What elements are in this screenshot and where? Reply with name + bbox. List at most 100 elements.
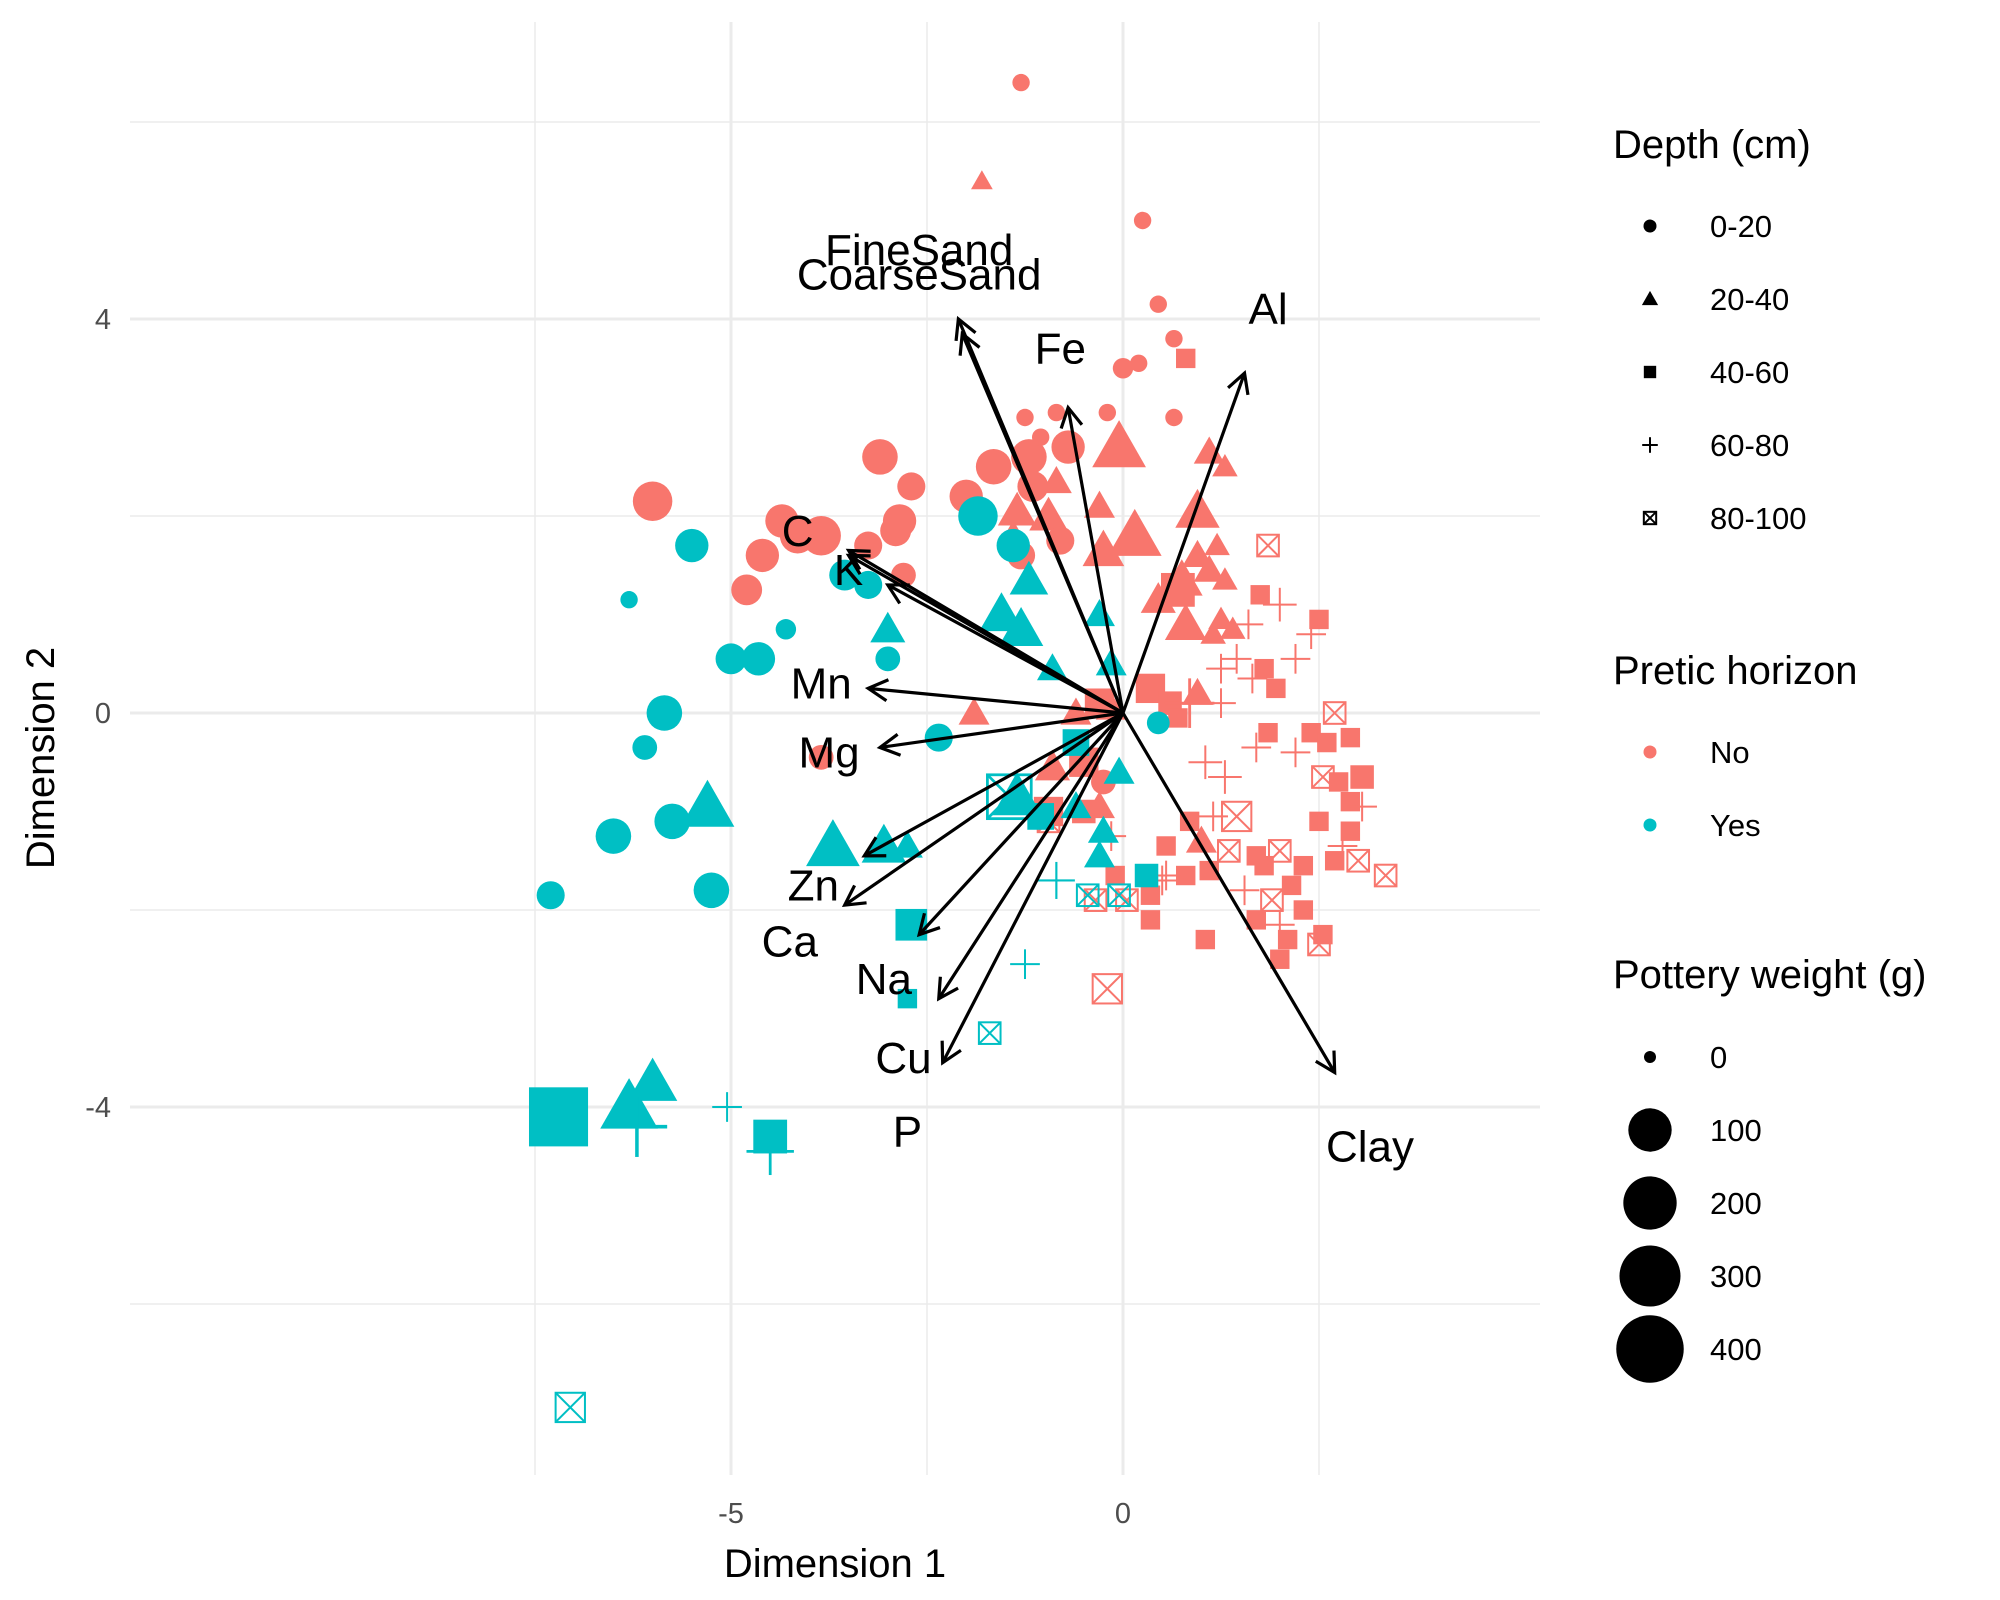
arrow-label-c: C xyxy=(782,507,814,556)
data-point-no xyxy=(891,562,916,588)
data-point-no xyxy=(1256,533,1280,558)
data-point-no xyxy=(801,515,841,556)
data-point-no xyxy=(1217,839,1241,863)
data-point-no xyxy=(1229,875,1260,906)
data-point-no xyxy=(1084,791,1115,819)
data-point-no xyxy=(1309,609,1329,630)
data-point-no xyxy=(1164,603,1207,640)
legend-key-circle xyxy=(1643,219,1657,233)
data-point-no xyxy=(731,574,763,606)
data-point-yes xyxy=(1084,840,1115,868)
legend-label: 80-100 xyxy=(1710,501,1807,536)
data-point-yes xyxy=(1084,599,1115,627)
legend-label: 300 xyxy=(1710,1259,1762,1294)
data-point-no xyxy=(1091,973,1123,1005)
data-point-yes xyxy=(654,803,690,840)
data-point-no xyxy=(1193,436,1225,464)
data-point-yes xyxy=(1036,653,1068,681)
data-point-yes xyxy=(715,643,747,675)
legend-label: 60-80 xyxy=(1710,428,1789,463)
data-point-yes xyxy=(1146,711,1170,735)
arrow-head-zn xyxy=(861,836,887,858)
data-point-no xyxy=(1373,863,1398,888)
data-point-no xyxy=(1250,585,1270,605)
data-point-yes xyxy=(875,646,901,672)
y-tick-label: -4 xyxy=(85,1092,111,1124)
legend-label: No xyxy=(1710,735,1750,770)
arrow-head-cu xyxy=(936,976,959,1002)
data-point-no xyxy=(1281,875,1302,896)
arrow-label-fe: Fe xyxy=(1035,325,1086,374)
data-point-no xyxy=(1346,848,1371,873)
arrow-line-k xyxy=(887,583,1124,715)
arrow-label-ca: Ca xyxy=(762,918,819,967)
data-point-no xyxy=(1293,855,1314,876)
data-point-no xyxy=(958,697,990,725)
arrow-head-mn xyxy=(864,678,890,703)
data-point-no xyxy=(632,481,673,521)
arrow-line-cu xyxy=(937,712,1125,1000)
data-point-yes xyxy=(998,607,1044,646)
data-point-yes xyxy=(977,1021,1002,1045)
data-point-yes xyxy=(1134,863,1159,888)
data-point-yes xyxy=(996,528,1030,563)
data-point-no xyxy=(1140,910,1161,930)
data-point-no xyxy=(1107,508,1162,556)
legend-label: Yes xyxy=(1710,808,1761,843)
data-point-no xyxy=(1031,428,1050,446)
grid-lines xyxy=(130,22,1540,1475)
data-point-yes xyxy=(897,988,918,1009)
data-point-no xyxy=(1176,348,1196,369)
data-point-no xyxy=(1309,811,1329,832)
data-point-yes xyxy=(870,611,906,643)
legend-key-triangle xyxy=(1641,290,1659,306)
data-point-no xyxy=(1133,211,1152,230)
data-point-no xyxy=(808,744,834,770)
points-layer xyxy=(528,73,1398,1424)
data-point-no xyxy=(1280,737,1311,768)
arrow-line-fe xyxy=(1066,407,1125,714)
data-point-no xyxy=(745,538,780,573)
data-point-no xyxy=(1208,606,1234,630)
data-point-yes xyxy=(632,735,658,760)
legend-key-size xyxy=(1623,1176,1677,1230)
data-point-no xyxy=(1322,701,1347,725)
arrow-label-cu: Cu xyxy=(875,1034,931,1083)
data-point-no xyxy=(1092,420,1146,468)
data-point-no xyxy=(971,170,993,190)
arrow-head-clay xyxy=(1314,1050,1337,1076)
data-point-yes xyxy=(1075,883,1100,908)
data-point-yes xyxy=(741,642,776,676)
data-point-no xyxy=(1115,888,1139,912)
data-point-no xyxy=(1212,567,1238,590)
data-point-no xyxy=(1280,643,1311,674)
data-point-no xyxy=(1317,732,1337,753)
data-point-no xyxy=(1241,732,1272,763)
arrow-head-na xyxy=(916,912,941,938)
data-point-no xyxy=(1208,760,1242,794)
legend-label: 0 xyxy=(1710,1040,1727,1075)
arrow-line-al xyxy=(1121,372,1247,714)
data-point-yes xyxy=(712,1092,742,1122)
data-point-no xyxy=(1012,73,1030,92)
data-point-no xyxy=(897,472,926,501)
data-point-no xyxy=(1112,358,1134,379)
data-point-no xyxy=(1165,330,1183,348)
data-point-no xyxy=(1034,749,1070,781)
data-point-yes xyxy=(1010,949,1040,980)
arrow-label-na: Na xyxy=(856,955,913,1004)
legend-key-color xyxy=(1643,818,1657,832)
arrow-label-coarsesand: CoarseSand xyxy=(797,251,1042,300)
data-point-no xyxy=(1260,888,1284,912)
legend-key-plus xyxy=(1642,437,1658,453)
data-point-yes xyxy=(979,592,1024,632)
arrow-line-ca xyxy=(843,711,1124,907)
tick-labels: -5 0 -4 0 4 xyxy=(85,304,1131,1530)
data-point-yes xyxy=(1009,560,1049,595)
data-point-no xyxy=(1324,851,1345,871)
legend-key-size xyxy=(1616,1315,1684,1383)
data-point-yes xyxy=(595,818,632,854)
data-point-no xyxy=(1182,677,1213,705)
data-point-no xyxy=(1277,929,1298,950)
